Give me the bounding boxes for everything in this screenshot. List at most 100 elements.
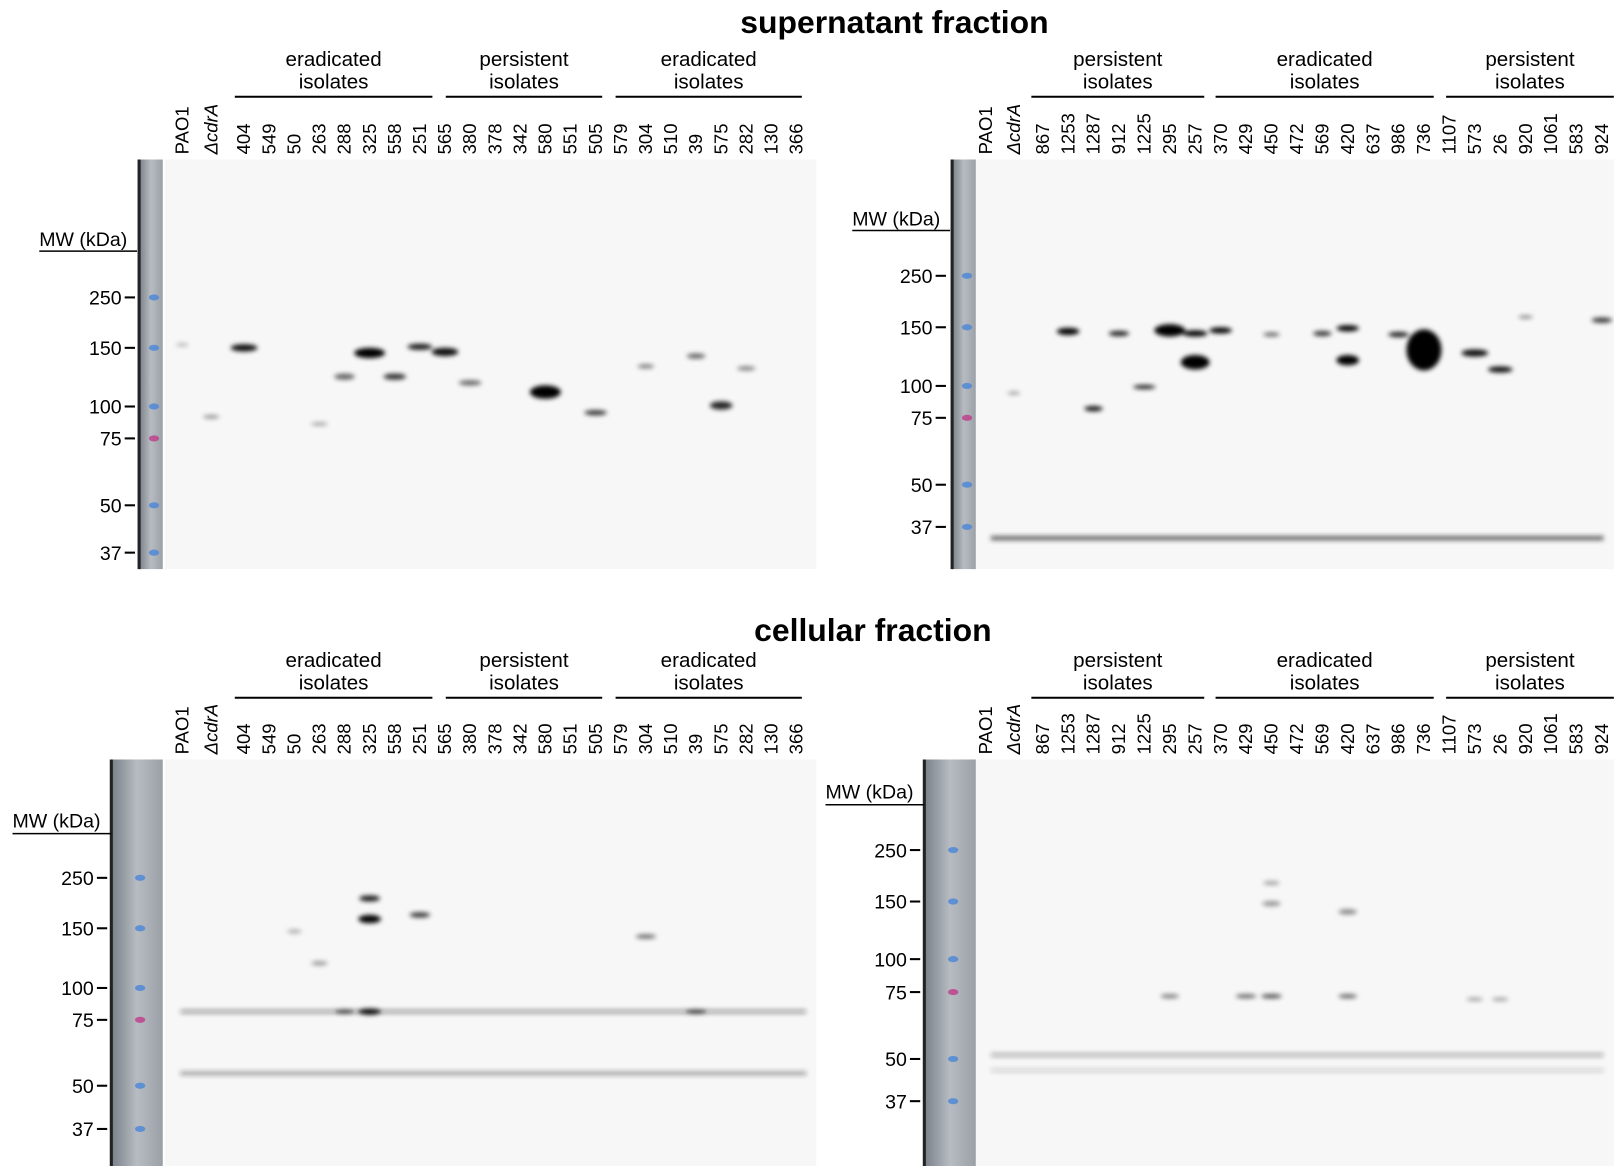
band-row <box>991 1052 1604 1057</box>
ladder-band <box>947 846 959 854</box>
ladder-band <box>134 925 146 932</box>
band <box>1133 384 1156 390</box>
band <box>1487 366 1513 373</box>
group-label: persistent <box>1073 649 1162 672</box>
band <box>709 401 733 410</box>
band <box>311 961 328 966</box>
lane-label: 573 <box>1464 123 1485 154</box>
lane-label: 366 <box>786 123 807 154</box>
lane-label: 924 <box>1591 723 1612 754</box>
lane-label: 251 <box>409 123 430 154</box>
lane-label: 1287 <box>1083 113 1104 154</box>
lane-label: 583 <box>1566 123 1587 154</box>
lane-label: 304 <box>635 123 656 154</box>
group-label: eradicated <box>286 48 382 71</box>
lane-label: 736 <box>1413 723 1434 754</box>
lane-label: 295 <box>1159 723 1180 754</box>
group-label: persistent <box>479 649 568 672</box>
band <box>1406 329 1442 371</box>
marker-strip <box>111 759 163 1166</box>
section-title: cellular fraction <box>754 612 991 648</box>
ladder-band <box>148 502 160 509</box>
lane-label: 366 <box>786 723 807 754</box>
lane-label: 736 <box>1413 123 1434 154</box>
band <box>287 929 302 934</box>
lane-label: 579 <box>610 723 631 754</box>
blot <box>975 759 1614 1166</box>
bands <box>991 315 1613 541</box>
mw-label: MW (kDa) <box>826 782 914 804</box>
lane-label: 565 <box>434 123 455 154</box>
lane-label: 263 <box>309 723 330 754</box>
lane-label: 549 <box>258 723 279 754</box>
marker-label: 75 <box>885 982 907 1004</box>
lane-label: PAO1 <box>171 706 192 754</box>
band <box>1336 355 1360 366</box>
lane-label: PAO1 <box>975 706 996 754</box>
lane-label: 558 <box>384 723 405 754</box>
lane-label: 472 <box>1286 723 1307 754</box>
lane-label: 325 <box>359 123 380 154</box>
bands <box>176 343 756 426</box>
group-label: persistent <box>1485 649 1574 672</box>
ladder-band <box>961 414 973 421</box>
lane-label: 575 <box>710 723 731 754</box>
band <box>1518 315 1533 319</box>
marker-label: 150 <box>61 918 94 940</box>
group-label: persistent <box>1485 48 1574 71</box>
band <box>335 1009 354 1014</box>
ladder-band <box>947 988 959 996</box>
lane-label: 867 <box>1032 723 1053 754</box>
marker-label: 75 <box>100 429 122 451</box>
group-label: isolates <box>489 672 559 695</box>
lane-label: ΔcdrA <box>200 104 221 155</box>
lane-label: 1107 <box>1439 715 1460 755</box>
lane-label: 282 <box>735 123 756 154</box>
band <box>230 344 258 352</box>
blot <box>164 159 817 570</box>
ladder-band <box>961 523 973 530</box>
band-row <box>991 536 1604 541</box>
marker-label: 50 <box>885 1049 907 1071</box>
marker-strip <box>952 159 976 570</box>
band <box>1084 405 1103 412</box>
band <box>1338 909 1357 915</box>
lane-label: 420 <box>1337 723 1358 754</box>
lane-label: 50 <box>283 734 304 755</box>
band <box>354 347 386 359</box>
lane-label: 1061 <box>1540 113 1561 154</box>
lane-label: 378 <box>484 123 505 154</box>
lane-label: 380 <box>459 123 480 154</box>
group-label: eradicated <box>1277 48 1373 71</box>
mw-label: MW (kDa) <box>13 810 101 832</box>
lane-label: 912 <box>1108 723 1129 754</box>
band <box>407 343 433 350</box>
ladder-band <box>134 1082 146 1089</box>
lane-label: 569 <box>1311 723 1332 754</box>
band <box>1160 994 1180 999</box>
lane-label: 580 <box>535 123 556 154</box>
marker-label: 100 <box>900 376 933 398</box>
lane-label: 1287 <box>1083 713 1104 754</box>
ladder-band <box>148 435 160 442</box>
marker-label: 150 <box>89 338 122 360</box>
lane-label: 26 <box>1489 134 1510 155</box>
lane-label: 569 <box>1311 123 1332 154</box>
group-label: isolates <box>1495 71 1565 94</box>
band-row <box>180 1071 806 1076</box>
group-label: isolates <box>299 672 369 695</box>
band <box>1261 994 1282 999</box>
band <box>1209 327 1232 334</box>
band-row <box>180 1009 806 1014</box>
lane-label: 404 <box>233 123 254 154</box>
marker-label: 37 <box>72 1119 94 1141</box>
lane-label: 505 <box>585 123 606 154</box>
marker-label: 37 <box>100 543 122 565</box>
marker-label: 37 <box>911 517 933 539</box>
lane-label: 558 <box>384 123 405 154</box>
band <box>737 366 756 371</box>
ladder-band <box>947 1098 959 1105</box>
group-label: isolates <box>1083 71 1153 94</box>
marker-label: 250 <box>874 840 907 862</box>
lane-label: 575 <box>710 123 731 154</box>
